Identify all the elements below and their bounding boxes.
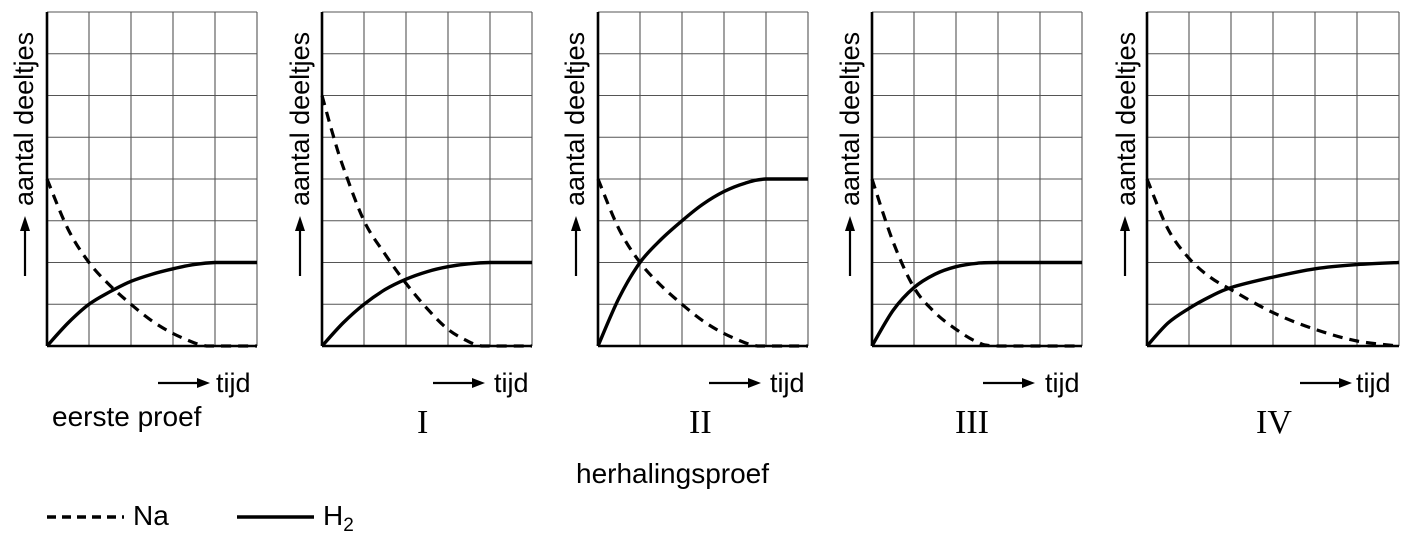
panel-caption-III: III	[955, 404, 989, 441]
chart-panel-4	[1120, 11, 1400, 388]
series-na	[45, 178, 257, 348]
series-h2	[596, 177, 808, 347]
legend-label-na: Na	[133, 500, 169, 531]
panel-caption-eerste-proef: eerste proef	[52, 401, 202, 432]
chart-panel-1	[295, 11, 533, 388]
chart-panel-0	[20, 11, 258, 388]
panel-caption-IV: IV	[1256, 404, 1292, 441]
legend-solid-line-icon	[237, 515, 314, 519]
series-na	[596, 178, 808, 348]
x-axis-label: tijd	[216, 368, 251, 398]
y-axis-label: aantal deeltjes	[9, 31, 39, 206]
panel-caption-I: I	[417, 404, 429, 441]
x-axis-label: tijd	[494, 368, 529, 398]
y-axis-label: aantal deeltjes	[560, 31, 590, 206]
group-label-herhalingsproef: herhalingsproef	[576, 458, 770, 489]
x-axis-label: tijd	[1356, 368, 1391, 398]
series-h2	[45, 260, 257, 348]
series-h2	[320, 260, 532, 348]
legend-label-h2: H2	[323, 500, 354, 537]
x-axis-label: tijd	[1045, 368, 1080, 398]
y-axis-label: aantal deeltjes	[1111, 31, 1141, 206]
y-axis-label: aantal deeltjes	[835, 31, 865, 206]
panel-caption-II: II	[689, 404, 712, 441]
y-axis-label: aantal deeltjes	[285, 31, 315, 206]
legend-label-h2-base: H	[323, 500, 344, 531]
series-na	[1145, 178, 1400, 348]
series-na	[870, 178, 1082, 348]
chart-panel-2	[571, 11, 809, 388]
x-axis-label: tijd	[770, 368, 805, 398]
legend-dashed-line-icon	[47, 515, 124, 519]
series-h2	[870, 260, 1082, 347]
legend-label-h2-subscript: 2	[343, 515, 354, 536]
series-h2	[1145, 260, 1400, 348]
series-na	[320, 95, 532, 348]
chart-panel-3	[845, 11, 1083, 388]
